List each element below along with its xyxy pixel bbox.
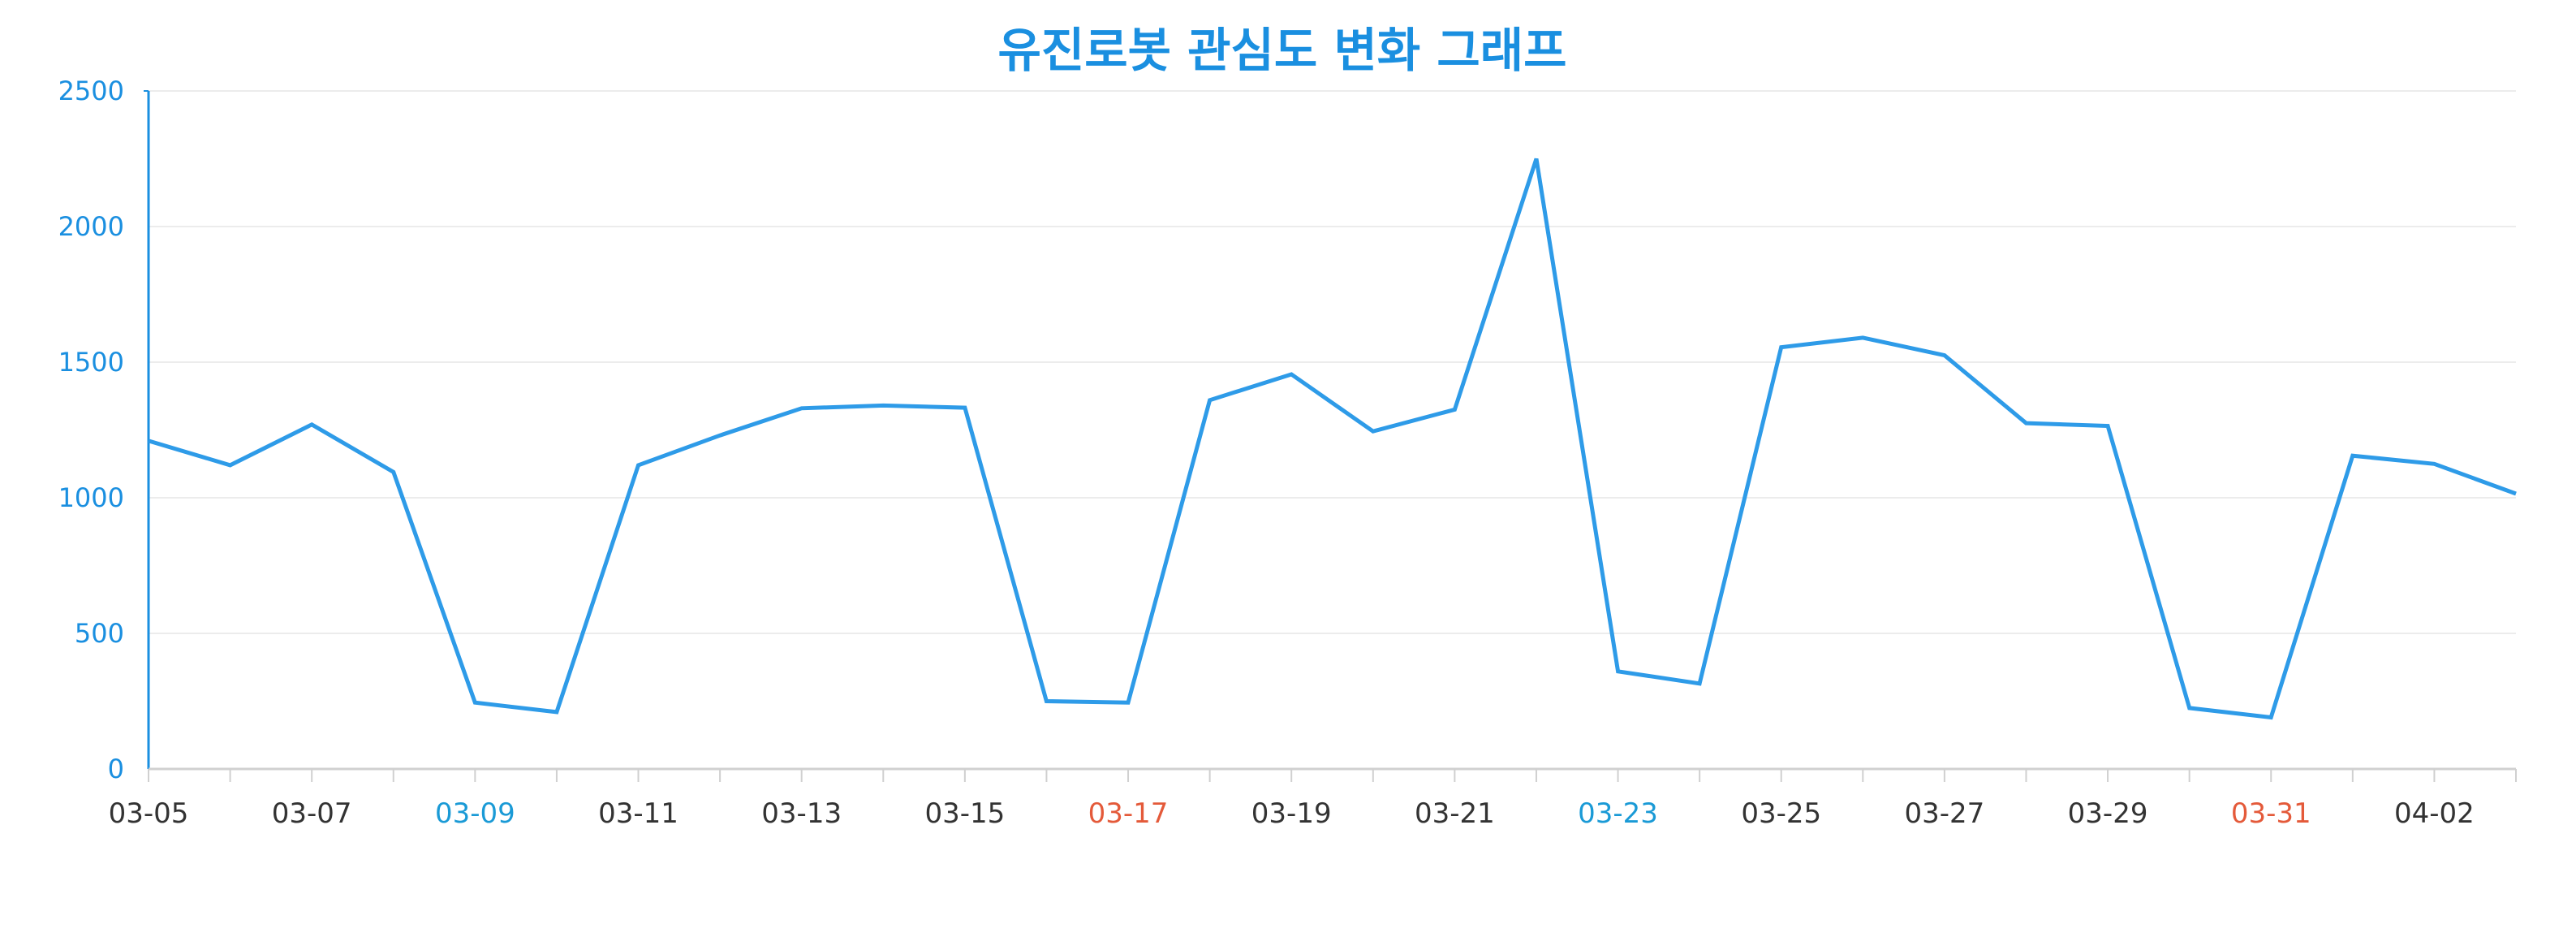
x-tick-label-03-23: 03-23 — [1578, 797, 1658, 830]
grid-lines — [149, 90, 2516, 634]
x-tick-label-03-09: 03-09 — [435, 797, 515, 830]
x-tick-label-03-27: 03-27 — [1904, 797, 1984, 830]
x-tick-label-03-17: 03-17 — [1088, 797, 1169, 830]
y-axis-ticks: 0 500 1000 1500 2000 2500 — [58, 76, 124, 784]
y-tick-label-1500: 1500 — [58, 347, 124, 378]
x-tick-label-03-07: 03-07 — [272, 797, 352, 830]
y-tick-label-500: 500 — [75, 618, 124, 649]
x-tick-label-03-29: 03-29 — [2068, 797, 2148, 830]
x-tick-label-04-02: 04-02 — [2394, 797, 2475, 830]
x-tick-label-03-13: 03-13 — [761, 797, 842, 830]
y-tick-label-2000: 2000 — [58, 211, 124, 242]
axes — [144, 90, 2516, 771]
series-layer — [148, 158, 2517, 720]
series-line-0 — [148, 158, 2517, 720]
x-tick-label-03-15: 03-15 — [924, 797, 1005, 830]
y-tick-label-2500: 2500 — [58, 76, 124, 106]
x-tick-label-03-31: 03-31 — [2231, 797, 2311, 830]
x-tick-label-03-11: 03-11 — [598, 797, 678, 830]
x-tick-label-03-25: 03-25 — [1741, 797, 1821, 830]
x-tick-label-03-21: 03-21 — [1415, 797, 1495, 830]
x-axis-ticks: 03-05 03-07 03-09 03-11 03-13 03-15 03-17 03-19… — [109, 769, 2517, 830]
x-tick-label-03-05: 03-05 — [109, 797, 189, 830]
x-tick-label-03-19: 03-19 — [1251, 797, 1332, 830]
y-tick-label-0: 0 — [108, 754, 124, 784]
chart-title: 유진로봇 관심도 변화 그래프 — [998, 23, 1567, 78]
y-tick-label-1000: 1000 — [58, 482, 124, 513]
